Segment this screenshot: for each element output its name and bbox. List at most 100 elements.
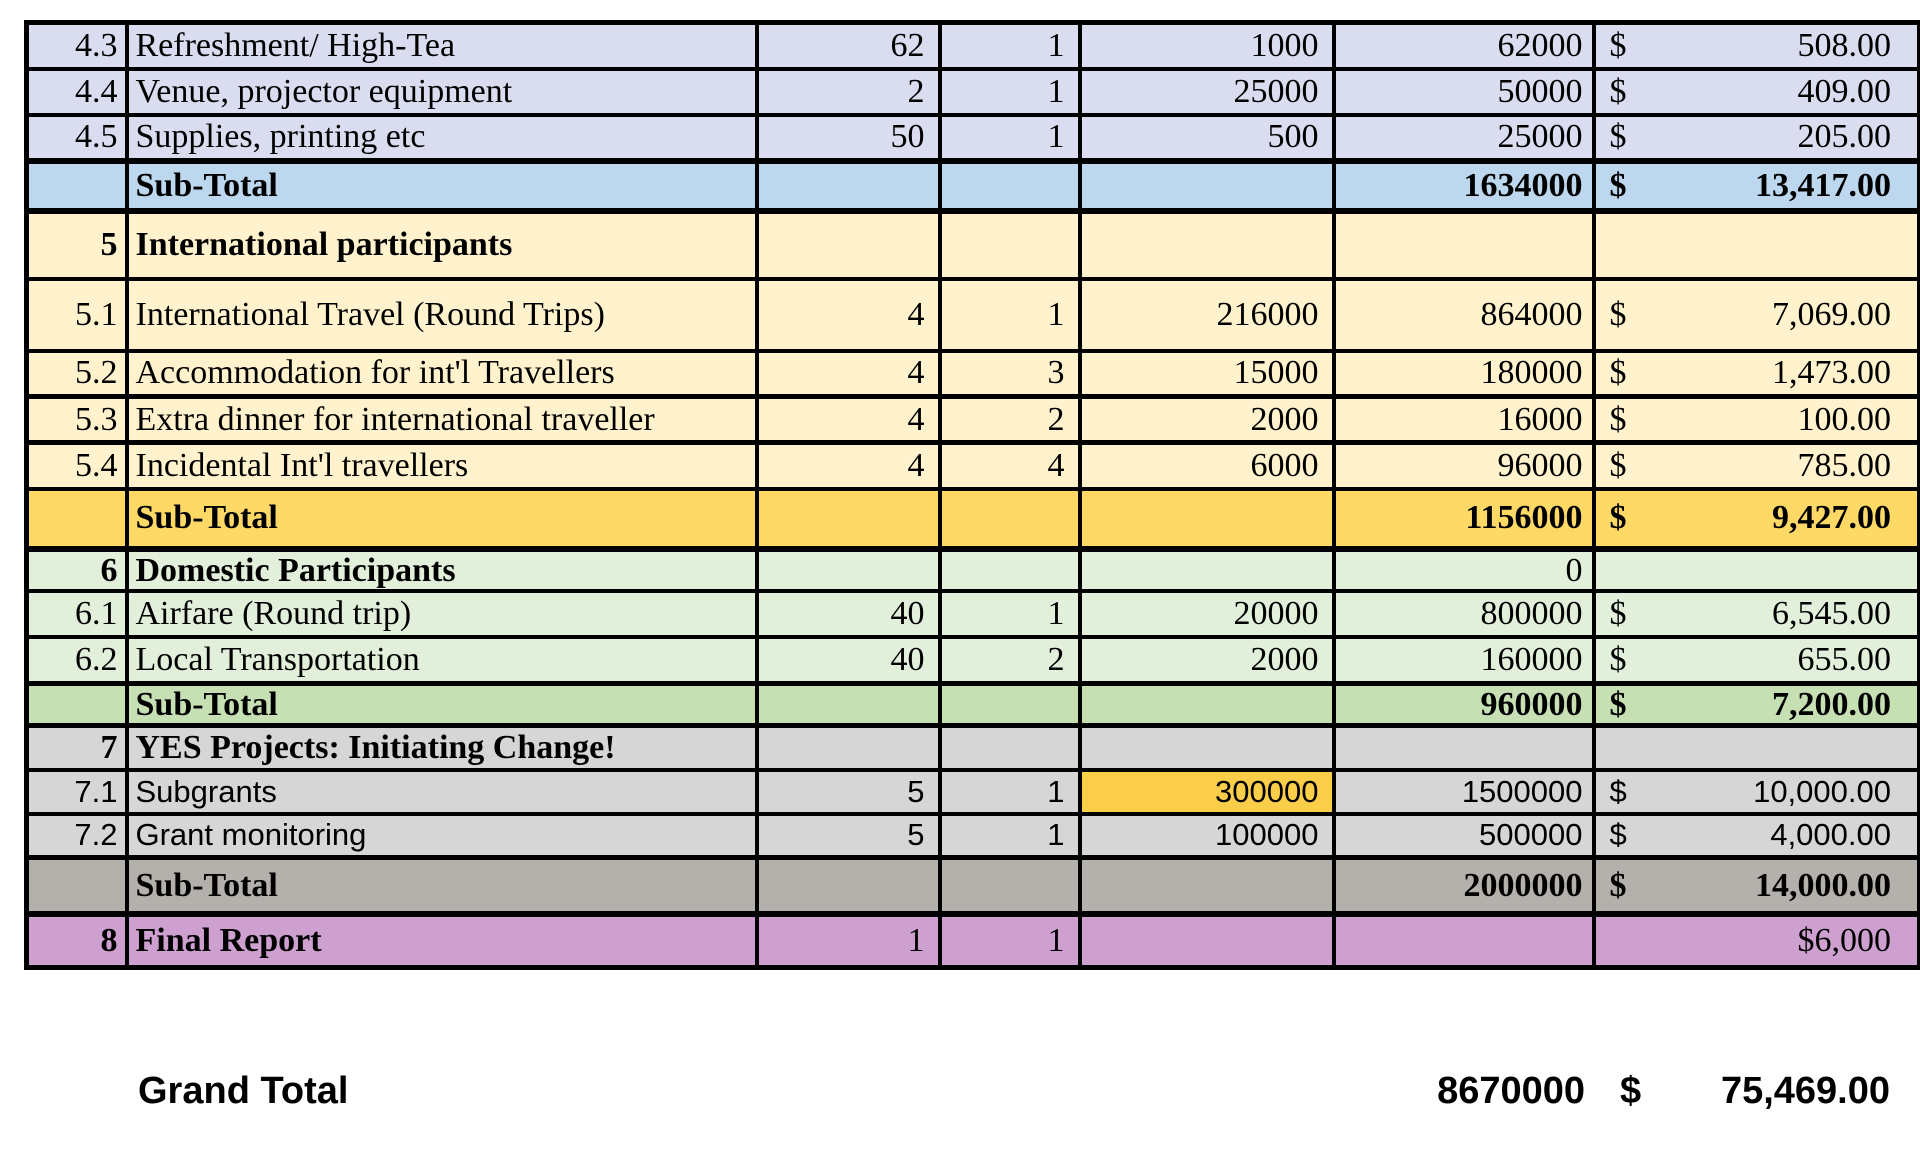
cell-amt[interactable]: $13,417.00	[1591, 157, 1920, 213]
cell-unit[interactable]: 15000	[1077, 348, 1336, 399]
cell-total[interactable]: 50000	[1331, 66, 1596, 117]
cell-num[interactable]: 7.2	[24, 811, 129, 860]
cell-freq[interactable]: 1	[937, 811, 1082, 860]
cell-desc[interactable]: Accommodation for int'l Travellers	[124, 348, 759, 399]
cell-qty[interactable]	[754, 723, 942, 772]
cell-amt[interactable]: $7,200.00	[1591, 680, 1920, 728]
cell-amt[interactable]: $6,000	[1591, 910, 1920, 970]
cell-unit[interactable]	[1077, 855, 1336, 916]
cell-total[interactable]: 2000000	[1331, 855, 1596, 916]
cell-desc[interactable]: Domestic Participants	[124, 545, 759, 594]
cell-num[interactable]: 6	[24, 545, 129, 594]
cell-unit[interactable]: 216000	[1077, 276, 1336, 353]
cell-freq[interactable]: 4	[937, 440, 1082, 491]
cell-freq[interactable]	[937, 855, 1082, 916]
cell-total[interactable]	[1331, 910, 1596, 970]
cell-freq[interactable]	[937, 486, 1082, 551]
cell-desc[interactable]: Subgrants	[124, 767, 759, 816]
cell-num[interactable]: 8	[24, 910, 129, 970]
cell-num[interactable]: 7.1	[24, 767, 129, 816]
cell-qty[interactable]: 4	[754, 440, 942, 491]
cell-total[interactable]: 960000	[1331, 680, 1596, 728]
cell-num[interactable]: 6.1	[24, 589, 129, 640]
cell-total[interactable]: 25000	[1331, 112, 1596, 163]
cell-unit[interactable]: 500	[1077, 112, 1336, 163]
cell-amt[interactable]: $409.00	[1591, 66, 1920, 117]
grand-total-label[interactable]: Grand Total	[138, 1070, 349, 1112]
cell-freq[interactable]	[937, 545, 1082, 594]
cell-desc[interactable]: Supplies, printing etc	[124, 112, 759, 163]
cell-amt[interactable]	[1591, 207, 1920, 281]
cell-qty[interactable]: 5	[754, 767, 942, 816]
grand-total-amount[interactable]: 75,469.00	[1720, 1070, 1890, 1112]
cell-unit[interactable]	[1077, 207, 1336, 281]
cell-freq[interactable]: 1	[937, 910, 1082, 970]
grand-total-currency[interactable]: $	[1620, 1070, 1642, 1112]
cell-unit[interactable]	[1077, 157, 1336, 213]
cell-qty[interactable]	[754, 157, 942, 213]
cell-qty[interactable]: 50	[754, 112, 942, 163]
cell-freq[interactable]: 1	[937, 276, 1082, 353]
cell-amt[interactable]: $14,000.00	[1591, 855, 1920, 916]
cell-desc[interactable]: Venue, projector equipment	[124, 66, 759, 117]
cell-qty[interactable]: 5	[754, 811, 942, 860]
cell-unit[interactable]: 2000	[1077, 394, 1336, 445]
cell-total[interactable]: 500000	[1331, 811, 1596, 860]
cell-total[interactable]: 1156000	[1331, 486, 1596, 551]
cell-unit[interactable]	[1077, 545, 1336, 594]
cell-num[interactable]: 6.2	[24, 635, 129, 686]
cell-freq[interactable]: 3	[937, 348, 1082, 399]
cell-freq[interactable]	[937, 207, 1082, 281]
cell-amt[interactable]: $7,069.00	[1591, 276, 1920, 353]
cell-amt[interactable]: $205.00	[1591, 112, 1920, 163]
cell-desc[interactable]: Sub-Total	[124, 157, 759, 213]
cell-unit[interactable]: 6000	[1077, 440, 1336, 491]
cell-qty[interactable]: 62	[754, 20, 942, 71]
cell-desc[interactable]: Sub-Total	[124, 680, 759, 728]
cell-amt[interactable]: $785.00	[1591, 440, 1920, 491]
cell-desc[interactable]: Sub-Total	[124, 486, 759, 551]
cell-num[interactable]: 4.5	[24, 112, 129, 163]
cell-qty[interactable]	[754, 855, 942, 916]
cell-qty[interactable]: 4	[754, 348, 942, 399]
cell-qty[interactable]: 4	[754, 276, 942, 353]
cell-desc[interactable]: Incidental Int'l travellers	[124, 440, 759, 491]
cell-qty[interactable]	[754, 680, 942, 728]
cell-desc[interactable]: Airfare (Round trip)	[124, 589, 759, 640]
cell-freq[interactable]: 2	[937, 635, 1082, 686]
cell-amt[interactable]: $655.00	[1591, 635, 1920, 686]
cell-unit[interactable]: 100000	[1077, 811, 1336, 860]
cell-desc[interactable]: Grant monitoring	[124, 811, 759, 860]
cell-total[interactable]: 16000	[1331, 394, 1596, 445]
cell-freq[interactable]: 2	[937, 394, 1082, 445]
cell-freq[interactable]: 1	[937, 66, 1082, 117]
cell-desc[interactable]: Extra dinner for international traveller	[124, 394, 759, 445]
cell-qty[interactable]: 40	[754, 589, 942, 640]
cell-num[interactable]: 5.2	[24, 348, 129, 399]
cell-unit[interactable]	[1077, 680, 1336, 728]
cell-amt[interactable]: $1,473.00	[1591, 348, 1920, 399]
cell-total[interactable]: 1634000	[1331, 157, 1596, 213]
cell-qty[interactable]	[754, 486, 942, 551]
cell-amt[interactable]: $10,000.00	[1591, 767, 1920, 816]
cell-qty[interactable]: 40	[754, 635, 942, 686]
cell-num[interactable]: 5.4	[24, 440, 129, 491]
cell-amt[interactable]: $4,000.00	[1591, 811, 1920, 860]
cell-amt[interactable]: $100.00	[1591, 394, 1920, 445]
cell-total[interactable]: 1500000	[1331, 767, 1596, 816]
cell-unit[interactable]: 1000	[1077, 20, 1336, 71]
cell-qty[interactable]	[754, 207, 942, 281]
cell-num[interactable]	[24, 855, 129, 916]
cell-amt[interactable]: $9,427.00	[1591, 486, 1920, 551]
cell-total[interactable]: 180000	[1331, 348, 1596, 399]
cell-unit-highlighted[interactable]: 300000	[1077, 767, 1336, 816]
cell-num[interactable]: 7	[24, 723, 129, 772]
cell-num[interactable]: 4.4	[24, 66, 129, 117]
cell-total[interactable]: 96000	[1331, 440, 1596, 491]
cell-amt[interactable]	[1591, 545, 1920, 594]
cell-qty[interactable]	[754, 545, 942, 594]
cell-freq[interactable]: 1	[937, 20, 1082, 71]
cell-freq[interactable]	[937, 680, 1082, 728]
cell-num[interactable]	[24, 486, 129, 551]
cell-amt[interactable]	[1591, 723, 1920, 772]
